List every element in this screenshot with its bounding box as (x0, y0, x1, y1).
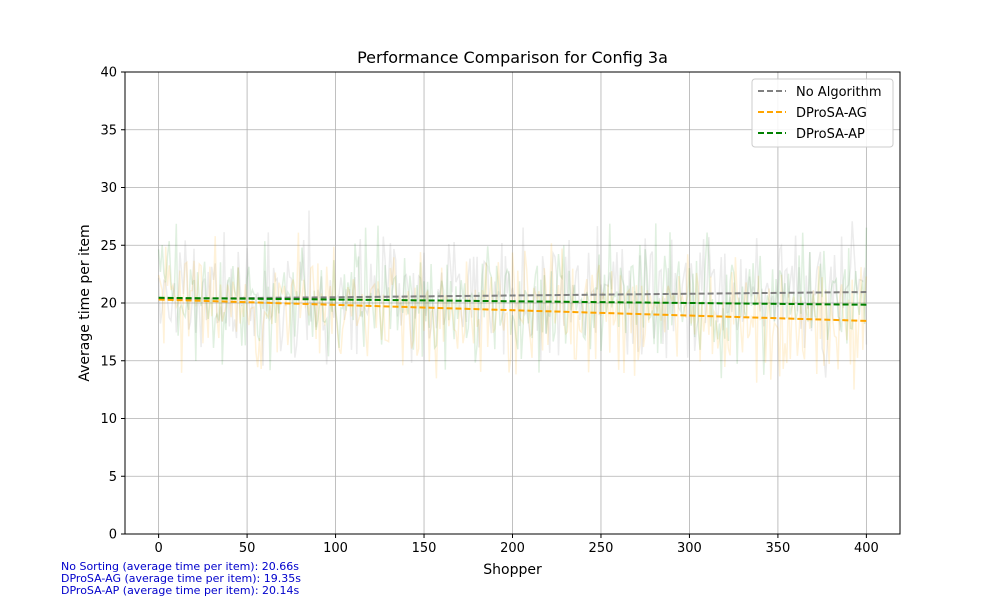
y-axis-ticks: 0 5 10 15 20 25 30 35 40 (100, 66, 125, 543)
legend-box (751, 78, 894, 148)
y-tick-label: 20 (100, 297, 117, 312)
x-tick-label: 100 (323, 541, 348, 556)
annotation-dprosa-ap: DProSA-AP (average time per item): 20.14… (61, 584, 300, 597)
x-tick-label: 150 (412, 541, 437, 556)
x-tick-label: 300 (677, 541, 702, 556)
y-tick-label: 10 (100, 412, 117, 427)
y-axis-label: Average time per item (77, 224, 93, 381)
y-tick-label: 0 (109, 528, 117, 543)
x-tick-label: 200 (500, 541, 525, 556)
y-tick-label: 15 (100, 354, 117, 369)
x-axis-ticks: 0 50 100 150 200 250 300 350 400 (154, 534, 879, 556)
trend-line-no-algorithm (158, 291, 867, 300)
trend-line-dprosa-ap (158, 296, 867, 306)
legend-label: DProSA-AG (796, 106, 867, 121)
y-tick-label: 25 (100, 239, 117, 254)
annotation-no-sorting: No Sorting (average time per item): 20.6… (61, 560, 300, 573)
legend-label: No Algorithm (796, 85, 881, 100)
x-tick-label: 400 (854, 541, 879, 556)
trend-lines (158, 291, 867, 322)
trend-line-dprosa-ag (158, 298, 867, 322)
x-axis-label: Shopper (483, 562, 542, 578)
summary-annotations: No Sorting (average time per item): 20.6… (61, 561, 301, 597)
y-tick-label: 30 (100, 181, 117, 196)
x-tick-label: 250 (589, 541, 614, 556)
y-tick-label: 35 (100, 123, 117, 138)
y-tick-label: 40 (100, 66, 117, 81)
x-tick-label: 50 (239, 541, 256, 556)
raw-series-line-2 (157, 223, 868, 379)
legend: No Algorithm DProSA-AG DProSA-AP (751, 78, 894, 148)
chart-title: Performance Comparison for Config 3a (357, 48, 668, 67)
x-tick-label: 350 (765, 541, 790, 556)
raw-series-line-1 (157, 232, 868, 390)
x-tick-label: 0 (154, 541, 162, 556)
y-tick-label: 5 (109, 470, 117, 485)
legend-label: DProSA-AP (796, 127, 865, 142)
annotation-dprosa-ag: DProSA-AG (average time per item): 19.35… (61, 572, 301, 585)
